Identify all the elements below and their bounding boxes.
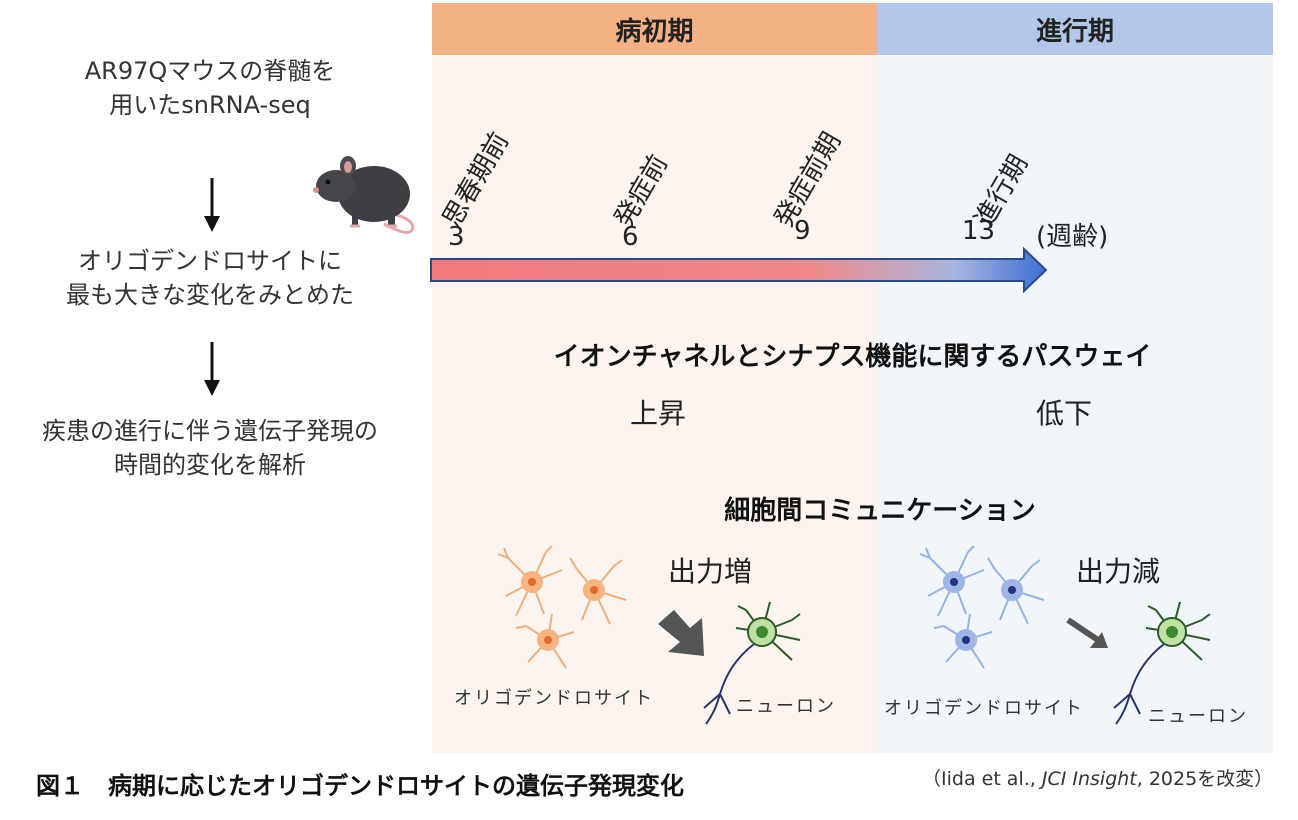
- neuron-early-icon: [703, 601, 801, 725]
- strong-output-arrow-icon: [658, 610, 704, 656]
- step1-text: AR97Qマウスの脊髄を 用いたsnRNA-seq: [10, 54, 410, 122]
- week-9: 9: [794, 216, 811, 246]
- down-arrow-icon: [204, 342, 220, 396]
- citation-prefix: （Iida et al.,: [922, 768, 1042, 790]
- oligodendrocyte-cluster-late-icon: [919, 545, 1045, 669]
- week-3: 3: [448, 222, 465, 252]
- neuron-label-late: ニューロン: [1148, 706, 1248, 727]
- neuron-label-early: ニューロン: [736, 696, 836, 717]
- weak-output-arrow-icon: [1066, 617, 1108, 648]
- figure-caption: 図１ 病期に応じたオリゴデンドロサイトの遺伝子発現変化: [36, 772, 684, 800]
- step3-text: 疾患の進行に伴う遺伝子発現の 時間的変化を解析: [0, 414, 420, 482]
- step2-text: オリゴデンドロサイトに 最も大きな変化をみとめた: [10, 244, 410, 312]
- neuron-late-icon: [1113, 601, 1211, 725]
- week-13: 13: [962, 216, 996, 246]
- pathway-early-change: 上昇: [630, 397, 687, 430]
- early-phase-title: 病初期: [615, 16, 694, 47]
- late-phase-header: 進行期: [877, 3, 1273, 55]
- oligodendrocyte-cluster-early-icon: [497, 545, 627, 669]
- oligodendrocyte-label-early: オリゴデンドロサイト: [454, 688, 654, 709]
- timeline-arrow: [430, 246, 1048, 294]
- step3-line2: 時間的変化を解析: [114, 451, 306, 479]
- citation-suffix: , 2025を改変）: [1136, 768, 1274, 790]
- oligodendrocyte-label-late: オリゴデンドロサイト: [884, 698, 1084, 719]
- week-unit: (週齢): [1036, 222, 1109, 252]
- output-decrease-label: 出力減: [1076, 555, 1161, 588]
- output-increase-label: 出力増: [668, 555, 753, 588]
- pathway-late-change: 低下: [1036, 397, 1093, 430]
- step3-line1: 疾患の進行に伴う遺伝子発現の: [42, 417, 378, 445]
- step1-line2: 用いたsnRNA-seq: [109, 91, 311, 119]
- early-phase-panel: [432, 56, 877, 753]
- pathway-title: イオンチャネルとシナプス機能に関するパスウェイ: [553, 342, 1152, 372]
- late-phase-title: 進行期: [1035, 16, 1114, 47]
- step2-line2: 最も大きな変化をみとめた: [66, 281, 354, 309]
- early-phase-header: 病初期: [432, 3, 877, 55]
- late-phase-panel: [877, 56, 1273, 753]
- step1-line1: AR97Qマウスの脊髄を: [84, 57, 336, 85]
- communication-title: 細胞間コミュニケーション: [724, 496, 1036, 526]
- down-arrow-icon: [204, 178, 220, 232]
- mouse-icon: [313, 156, 415, 234]
- citation: （Iida et al., JCI Insight, 2025を改変）: [922, 764, 1273, 791]
- step2-line1: オリゴデンドロサイトに: [78, 247, 342, 275]
- week-6: 6: [622, 222, 639, 252]
- citation-journal: JCI Insight: [1041, 768, 1137, 790]
